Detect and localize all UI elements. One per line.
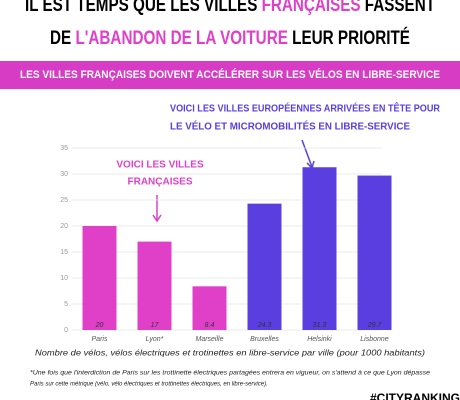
- y-tick-label: 15: [60, 249, 68, 256]
- title-part: IL EST TEMPS QUE LES VILLES: [25, 0, 262, 16]
- banner: [0, 61, 460, 89]
- value-label: 8.4: [205, 322, 215, 329]
- x-tick-label: Marseille: [195, 336, 223, 343]
- bar: [82, 226, 117, 330]
- x-axis-label: Nombre de vélos, vélos électriques et tr…: [35, 347, 425, 357]
- footnote: *Une fois que l'interdiction de Paris su…: [30, 371, 431, 377]
- title-line-2: DE L'ABANDON DE LA VOITURE LEUR PRIORITÉ: [50, 27, 410, 49]
- value-label: 24.3: [257, 322, 272, 329]
- title-part: LEUR PRIORITÉ: [288, 27, 410, 49]
- arrow: [152, 195, 162, 223]
- annotation: FRANÇAISES: [127, 177, 192, 188]
- arrow: [301, 139, 315, 170]
- y-tick-label: 30: [60, 171, 68, 178]
- x-tick-label: Lyon*: [146, 336, 164, 343]
- bar: [137, 241, 172, 330]
- x-tick-label: Bruxelles: [250, 336, 279, 343]
- bar: [192, 286, 227, 330]
- annotation: LE VÉLO ET MICROMOBILITÉS EN LIBRE-SERVI…: [170, 120, 410, 133]
- hashtag: #CITYRANKING: [370, 391, 460, 400]
- value-label: 20: [95, 322, 104, 329]
- bar: [247, 203, 282, 330]
- title-part: DE: [50, 28, 75, 49]
- annotation: VOICI LES VILLES EUROPÉENNES ARRIVÉES EN…: [170, 102, 441, 115]
- x-tick-label: Helsinki: [307, 336, 332, 343]
- y-tick-label: 20: [60, 223, 68, 230]
- value-label: 17: [151, 322, 160, 329]
- y-tick-label: 10: [60, 275, 68, 282]
- annotation: VOICI LES VILLES: [116, 160, 204, 171]
- bar: [357, 175, 392, 330]
- value-label: 29.7: [367, 322, 383, 329]
- y-tick-label: 0: [64, 327, 68, 334]
- value-label: 31.3: [313, 322, 327, 329]
- footnote: Paris sur cette métrique (vélo, vélo éle…: [30, 382, 268, 388]
- title-part: L'ABANDON DE LA VOITURE: [75, 28, 287, 49]
- title-line-1: IL EST TEMPS QUE LES VILLES FRANÇAISES F…: [25, 0, 435, 16]
- title-part: FASSENT: [361, 0, 436, 16]
- bar: [302, 167, 337, 330]
- x-tick-label: Paris: [92, 336, 108, 343]
- y-tick-label: 25: [60, 197, 68, 204]
- x-tick-label: Lisbonne: [360, 336, 389, 343]
- title-part: FRANÇAISES: [262, 0, 361, 16]
- y-tick-label: 5: [64, 301, 68, 308]
- banner-text: LES VILLES FRANÇAISES DOIVENT ACCÉLÉRER …: [20, 68, 440, 81]
- y-tick-label: 35: [60, 145, 68, 152]
